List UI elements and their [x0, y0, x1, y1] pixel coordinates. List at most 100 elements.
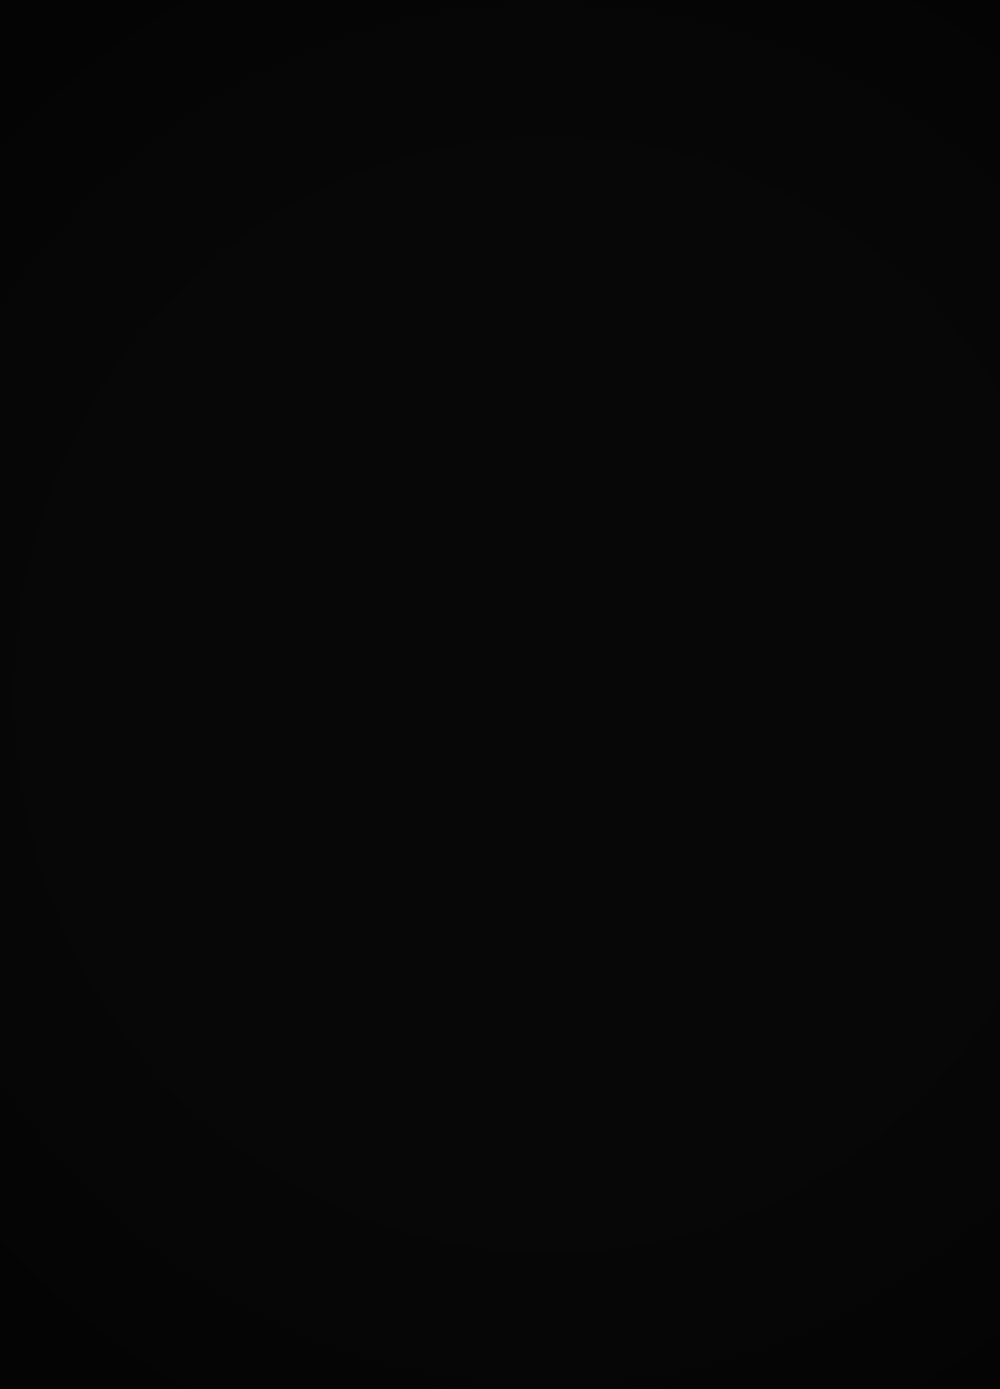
- header-bottom-rule: [200, 270, 988, 273]
- header-utur-minnet: utur minnet.: [718, 181, 794, 196]
- row-sporsmal-number: 3: [884, 1074, 896, 1094]
- col-rule-spors-dav: [840, 182, 842, 1372]
- header-sporsmal-label: Spörs- mål.: [793, 208, 833, 239]
- row-forstar: ✗: [880, 315, 892, 331]
- paper-crease: [135, 874, 756, 893]
- pen-mark-low: ~: [237, 939, 262, 969]
- row-rule: [200, 411, 988, 414]
- row-koppor: ✓: [627, 315, 640, 333]
- row-sporsmal-number: 4: [793, 260, 805, 280]
- row-koppor: ✓: [627, 985, 639, 1001]
- row-forstar: ✓: [880, 349, 892, 365]
- row-abc: ✗: [692, 985, 703, 1000]
- row-name: Lena Simonsd: [207, 308, 374, 337]
- row-rule: [200, 1356, 988, 1359]
- row-came-from: fol.18: [553, 1227, 602, 1247]
- row-birth-day: 9: [434, 1077, 441, 1090]
- row-birth-day: 9: [436, 372, 444, 386]
- row-rule: [200, 1216, 988, 1219]
- row-birth-place: Taivala: [495, 1124, 549, 1142]
- row-hust: ✓✓✓: [784, 1265, 817, 1280]
- col-rule-koppor-ibok: [652, 157, 655, 1372]
- header-sporsmal: Spörs- mål.: [790, 208, 836, 240]
- header-luth-cat: Luth. Cat.: [727, 212, 741, 266]
- row-rule: [200, 831, 988, 834]
- row-birth-day: 5: [434, 972, 441, 985]
- row-name: Johan Gustafsson: [207, 1081, 405, 1109]
- header-i-bok: I Bok: [675, 228, 690, 262]
- row-sporsmal-number: 6: [846, 1145, 858, 1164]
- row-abc: ✓: [692, 1055, 703, 1070]
- row-hust: ✓✓: [783, 280, 807, 296]
- row-birth-date: 4/1828: [430, 1230, 487, 1249]
- row-came-from: fol.119: [551, 1085, 611, 1105]
- row-hust: ✗✗✗✗: [778, 1160, 822, 1175]
- row-rule: [200, 1076, 988, 1079]
- row-koppor: ✓: [627, 1125, 639, 1141]
- row-sporsmal-number: 6: [846, 1180, 858, 1199]
- row-symb: ✓✓: [736, 1300, 758, 1315]
- header-birth-group-rule: [432, 190, 544, 192]
- row-rule: [200, 866, 988, 869]
- row-sporsmal-number: 6: [884, 1109, 896, 1129]
- row-symb: ✗✗: [736, 1195, 758, 1210]
- row-dav: 7: [881, 1286, 892, 1304]
- row-symb: ✗✗: [736, 985, 758, 1000]
- row-abc: ✓: [692, 1090, 703, 1105]
- row-came-from: fol.16.: [551, 980, 606, 1000]
- row-rule: [200, 446, 988, 449]
- row-ibok: ✓: [660, 1055, 671, 1070]
- row-hust: ✓✓✓: [784, 1055, 817, 1070]
- row-koppor: ✓: [627, 1195, 639, 1211]
- row-rule: [200, 761, 988, 764]
- row-ibok: ✓: [660, 1265, 671, 1280]
- row-name: Anna Charl:ta Johansd: [205, 1187, 447, 1215]
- row-luth: ✓: [717, 1020, 728, 1035]
- row-ibok: ✓: [660, 1230, 671, 1245]
- row-abc: ✓: [692, 280, 704, 296]
- row-sporsmal-number: 6: [846, 1250, 858, 1269]
- row-luth: ✗: [717, 1195, 728, 1210]
- row-symb: ✓✓: [736, 1265, 758, 1280]
- paper-crease: [125, 555, 826, 583]
- header-kommen-ifran: Kommen ifrån.: [552, 185, 616, 219]
- row-ibok: ✓: [660, 1020, 671, 1035]
- row-birth-day: 12: [434, 1007, 448, 1020]
- row-birth-place: Kurki: [495, 1264, 537, 1282]
- row-luth: ✓: [717, 1230, 728, 1245]
- row-birth-date: 12/1837: [426, 1265, 493, 1284]
- row-ibok: ✓: [660, 1090, 671, 1105]
- row-came-from: fol.164: [553, 1298, 613, 1318]
- header-abc-bok: Abc-Bok.: [706, 213, 721, 266]
- row-came-from: Nyby: [551, 1122, 596, 1142]
- row-luth: ✓: [717, 1055, 728, 1070]
- row-came-from: ': [574, 314, 579, 333]
- header-ar-och-datum: År och datum.: [440, 200, 488, 230]
- row-luth: ✗: [717, 1125, 728, 1140]
- row-hust: ✗✗✗: [784, 985, 817, 1000]
- row-abc: ✓: [692, 1020, 703, 1035]
- row-name: Matts Mattsson: [207, 272, 393, 301]
- row-koppor: ✓: [627, 280, 640, 298]
- row-koppor: ✓: [627, 1265, 639, 1281]
- row-luth: ✗: [717, 985, 728, 1000]
- row-dav: 7: [847, 297, 859, 317]
- row-birth-date: 8/1829: [430, 1055, 487, 1074]
- row-rule: [200, 516, 988, 519]
- header-ort: Ort.: [505, 213, 531, 228]
- row-abc: ✗: [692, 1160, 703, 1175]
- row-rule: [200, 796, 988, 799]
- record-table: Födelse: År och datum. Ort. Kommen ifrån…: [96, 22, 1000, 1389]
- manuscript-page: Sid. 125. Gjardela by: [96, 22, 1000, 1389]
- row-symb: ✗✓: [736, 280, 760, 296]
- row-dav: 7: [881, 1146, 892, 1164]
- row-luth: ✓: [717, 1265, 728, 1280]
- row-birth-date: 8/1829: [430, 1090, 487, 1109]
- row-birth-date: 7/1795: [432, 318, 492, 338]
- row-abc: ✗: [692, 1125, 703, 1140]
- row-birth-date: 8/1819: [430, 1020, 487, 1039]
- row-name: Ulrika Mattsd: [207, 1258, 357, 1284]
- row-symb: ✓✓: [736, 1230, 758, 1245]
- row-hust: ✓✓: [784, 1300, 806, 1315]
